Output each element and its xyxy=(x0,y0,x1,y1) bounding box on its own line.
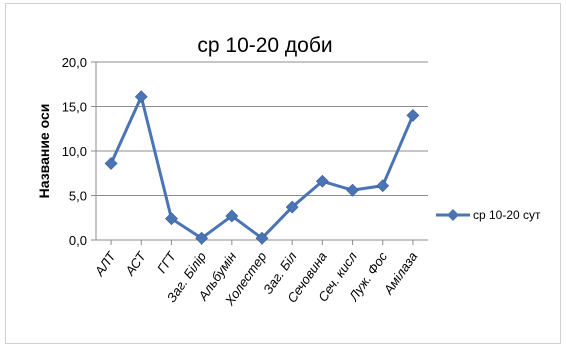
data-point-marker xyxy=(104,157,118,170)
data-point-marker xyxy=(346,183,359,197)
y-axis-ticks: 0,0 5,0 10,0 15,0 20,0 xyxy=(62,55,96,248)
y-axis-label: Название оси xyxy=(36,104,52,199)
data-point-marker xyxy=(376,179,390,193)
data-point-marker xyxy=(315,174,329,188)
data-point-marker xyxy=(134,90,148,104)
data-point-marker xyxy=(165,212,178,226)
chart-title: ср 10-20 доби xyxy=(197,34,332,57)
series-line xyxy=(109,95,415,240)
data-point-marker xyxy=(195,231,209,245)
data-point-marker xyxy=(285,200,299,214)
x-tick-label: АСТ xyxy=(122,248,150,279)
y-tick-label: 0,0 xyxy=(69,233,87,248)
x-tick-label: АЛТ xyxy=(91,248,119,279)
legend: ср 10-20 сут xyxy=(436,208,541,222)
y-tick-label: 15,0 xyxy=(62,100,87,115)
y-tick-label: 5,0 xyxy=(69,189,87,204)
grid-lines xyxy=(96,61,428,196)
legend-marker-diamond-icon xyxy=(447,209,459,221)
legend-label: ср 10-20 сут xyxy=(473,208,541,222)
series-layer xyxy=(104,90,420,245)
chart-frame xyxy=(5,3,561,344)
x-tick-label: ГГТ xyxy=(154,248,180,276)
data-point-marker xyxy=(406,108,420,122)
data-point-marker xyxy=(255,231,269,245)
y-tick-label: 20,0 xyxy=(62,55,87,70)
data-point-marker xyxy=(225,209,239,223)
y-tick-label: 10,0 xyxy=(62,144,87,159)
